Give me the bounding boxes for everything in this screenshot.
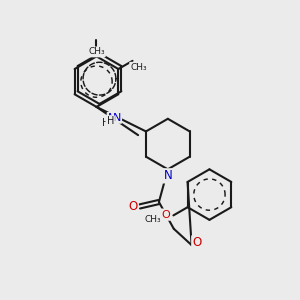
Text: H: H [102,118,110,128]
Text: N: N [108,113,116,123]
Text: O: O [161,210,170,220]
Text: H: H [106,116,114,126]
Text: N: N [164,169,172,182]
Text: CH₃: CH₃ [88,47,105,56]
Text: O: O [192,236,202,249]
Text: CH₃: CH₃ [145,215,161,224]
Text: N: N [112,113,121,123]
Text: O: O [128,200,138,213]
Text: CH₃: CH₃ [130,63,147,72]
